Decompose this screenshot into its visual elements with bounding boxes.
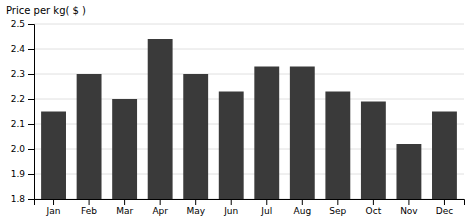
y-tick-label: 2.4 [11, 44, 26, 54]
x-tick-label: May [186, 206, 205, 216]
grid [34, 24, 464, 199]
x-tick-mark [89, 199, 90, 205]
y-tick-label: 2.2 [11, 94, 25, 104]
x-axis: Jan Feb Mar Apr May Jun Jul Aug Sep Oct Nov Dec [35, 199, 465, 216]
plot-area: 1.81.92.02.12.22.32.42.5JanFebMarAprMayJ… [11, 19, 465, 216]
bar [254, 67, 279, 200]
y-label: Price per kg( $ ) [6, 5, 86, 16]
x-tick-mark [302, 199, 303, 205]
y-tick-mark [28, 174, 34, 175]
y-tick-mark [28, 49, 34, 50]
bar [41, 112, 66, 200]
y-tick-label: 1.9 [11, 169, 26, 179]
y-tick: 2.0 [11, 144, 34, 154]
x-tick-mark [266, 199, 267, 205]
x-tick-label: Jan [46, 206, 61, 216]
bar [77, 74, 102, 199]
x-tick: Dec [436, 199, 453, 216]
x-tick: Mar [116, 199, 133, 216]
x-tick-label: Mar [116, 206, 133, 216]
x-tick-mark [53, 199, 54, 205]
chart-svg: 1.81.92.02.12.22.32.42.5JanFebMarAprMayJ… [0, 0, 474, 221]
x-tick-mark [373, 199, 374, 205]
y-tick-mark [28, 99, 34, 100]
y-tick: 2.5 [11, 19, 34, 29]
x-tick-mark [195, 199, 196, 205]
y-tick-mark [28, 124, 34, 125]
x-tick-label: Nov [400, 206, 418, 216]
y-tick-label: 2.3 [11, 69, 25, 79]
x-tick: Apr [152, 199, 168, 216]
x-tick-label: Jul [260, 206, 272, 216]
x-tick: Jul [260, 199, 272, 216]
grid-line [34, 24, 464, 25]
bar [148, 39, 173, 199]
x-tick-mark [444, 199, 445, 205]
y-tick-label: 2.1 [11, 119, 25, 129]
x-tick: Sep [329, 199, 346, 216]
y-tick: 1.9 [11, 169, 34, 179]
x-tick-label: Oct [366, 206, 382, 216]
y-axis-line [28, 25, 35, 200]
x-tick-mark [160, 199, 161, 205]
bar [219, 92, 244, 200]
y-tick-label: 1.8 [11, 194, 26, 204]
y-tick-mark [28, 199, 34, 200]
chart-container: 1.81.92.02.12.22.32.42.5JanFebMarAprMayJ… [0, 0, 474, 221]
x-tick-mark [231, 199, 232, 205]
y-tick-label: 2.0 [11, 144, 26, 154]
x-tick: Oct [366, 199, 382, 216]
x-tick-label: Jun [223, 206, 238, 216]
grid-line [34, 49, 464, 50]
x-tick-label: Apr [152, 206, 168, 216]
x-tick-mark [124, 199, 125, 205]
y-axis: 1.8 1.9 2.0 2.1 2.2 2.3 2.4 2.5 [11, 19, 35, 204]
x-tick: Feb [81, 199, 97, 216]
x-axis-line [35, 200, 465, 206]
bar [396, 144, 421, 199]
x-tick: Jun [223, 199, 238, 216]
y-tick-mark [28, 24, 34, 25]
y-tick-label: 2.5 [11, 19, 25, 29]
x-tick-label: Sep [329, 206, 346, 216]
y-tick: 2.1 [11, 119, 34, 129]
y-tick: 2.4 [11, 44, 34, 54]
y-tick: 2.3 [11, 69, 34, 79]
y-tick: 2.2 [11, 94, 34, 104]
x-tick-label: Dec [436, 206, 453, 216]
x-tick-label: Aug [294, 206, 312, 216]
x-tick-mark [408, 199, 409, 205]
marks [41, 39, 457, 199]
y-tick: 1.8 [11, 194, 34, 204]
bar [112, 99, 137, 199]
bar [183, 74, 208, 199]
x-tick: Jan [46, 199, 61, 216]
x-tick: Nov [400, 199, 418, 216]
bar [290, 67, 315, 200]
bar [325, 92, 350, 200]
x-tick: May [186, 199, 205, 216]
x-tick: Aug [294, 199, 312, 216]
x-tick-mark [337, 199, 338, 205]
bar [361, 102, 386, 200]
y-tick-mark [28, 74, 34, 75]
y-tick-mark [28, 149, 34, 150]
bar [432, 112, 457, 200]
x-tick-label: Feb [81, 206, 97, 216]
